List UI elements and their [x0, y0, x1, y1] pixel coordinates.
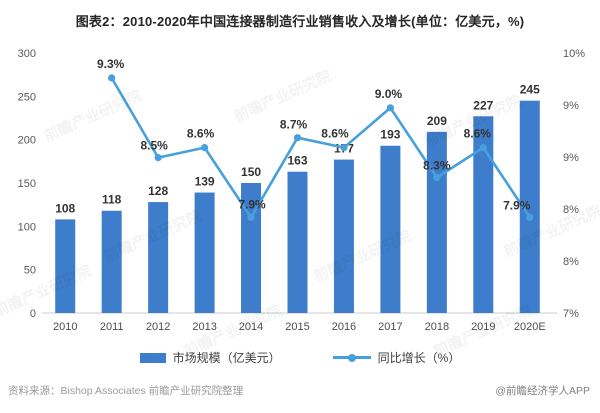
- growth-marker-2015: [293, 134, 302, 142]
- bar-2020E: [519, 100, 540, 314]
- chart-legend: 市场规模（亿美元） 同比增长（%）: [0, 349, 600, 366]
- growth-marker-2016: [340, 144, 348, 152]
- growth-value-label: 9.0%: [375, 87, 403, 101]
- right-axis-tick: 9%: [563, 152, 579, 164]
- bar-value-label: 108: [55, 201, 75, 215]
- bar-value-label: 118: [102, 193, 122, 207]
- chart-title: 图表2：2010-2020年中国连接器制造行业销售收入及增长(单位：亿美元，%): [75, 14, 525, 29]
- legend-item-growth: 同比增长（%）: [332, 349, 461, 366]
- bar-value-label: 150: [241, 165, 261, 179]
- growth-marker-2014: [247, 213, 255, 221]
- growth-value-label: 7.9%: [238, 197, 266, 211]
- bar-2010: [55, 219, 76, 313]
- growth-value-label: 8.6%: [321, 127, 349, 141]
- right-axis-tick: 8%: [563, 204, 579, 216]
- bar-value-label: 209: [427, 114, 447, 128]
- bar-2015: [287, 171, 308, 313]
- growth-marker-2018: [433, 173, 441, 182]
- bar-2016: [333, 159, 354, 313]
- legend-label-growth: 同比增长（%）: [377, 351, 461, 365]
- left-axis-tick: 250: [18, 91, 36, 103]
- right-axis-tick: 9%: [563, 100, 579, 112]
- growth-marker-2013: [200, 144, 209, 152]
- bar-2012: [148, 202, 169, 313]
- growth-value-label: 8.5%: [140, 139, 168, 153]
- line-series-swatch: [332, 353, 371, 362]
- bar-2013: [194, 192, 215, 313]
- legend-item-market-size: 市场规模（亿美元）: [139, 349, 281, 366]
- x-axis-label-2019: 2019: [471, 321, 495, 333]
- bar-2014: [241, 183, 262, 313]
- x-axis-label-2016: 2016: [332, 321, 356, 333]
- x-axis-label-2012: 2012: [146, 321, 170, 333]
- growth-marker-2011: [108, 74, 116, 82]
- x-axis-label-2013: 2013: [192, 321, 216, 333]
- bar-value-label: 193: [380, 128, 400, 142]
- x-axis-label-2010: 2010: [53, 321, 77, 333]
- growth-marker-2020E: [526, 213, 534, 221]
- growth-marker-2019: [479, 144, 487, 152]
- source-note: 资料来源：Bishop Associates 前瞻产业研究院整理: [8, 385, 244, 397]
- credit-note: @前瞻经济学人APP: [495, 385, 590, 397]
- left-axis-tick: 0: [30, 308, 36, 320]
- bar-value-label: 139: [195, 175, 215, 189]
- x-axis-label-2018: 2018: [425, 321, 449, 333]
- growth-value-label: 8.6%: [464, 127, 492, 141]
- growth-value-label: 8.7%: [280, 118, 308, 132]
- right-axis-tick: 7%: [563, 308, 579, 320]
- growth-line: [110, 77, 531, 219]
- growth-marker-2017: [386, 104, 395, 112]
- x-axis-label-2017: 2017: [378, 321, 402, 333]
- left-axis-tick: 150: [18, 178, 36, 190]
- legend-label-market-size: 市场规模（亿美元）: [172, 351, 281, 365]
- left-axis-tick: 100: [18, 221, 36, 233]
- growth-marker-2012: [154, 153, 162, 162]
- bar-value-label: 128: [148, 184, 168, 198]
- line-marker-icon: [347, 353, 356, 362]
- bar-2011: [101, 210, 122, 313]
- growth-value-label: 9.3%: [97, 57, 125, 71]
- bar-value-label: 163: [287, 154, 307, 168]
- chart-footer: 资料来源：Bishop Associates 前瞻产业研究院整理 @前瞻经济学人…: [0, 383, 600, 398]
- x-axis-label-2015: 2015: [285, 321, 309, 333]
- growth-value-label: 8.3%: [423, 159, 451, 173]
- growth-value-label: 7.9%: [503, 198, 531, 212]
- x-axis-label-2014: 2014: [239, 321, 263, 333]
- bar-value-label: 245: [520, 83, 540, 97]
- right-axis-tick: 10%: [563, 48, 585, 60]
- bar-series-swatch: [139, 352, 166, 363]
- x-axis-label-2011: 2011: [100, 321, 124, 333]
- x-axis-label-2020E: 2020E: [514, 321, 546, 333]
- bar-2019: [473, 116, 494, 314]
- bar-2018: [426, 131, 447, 313]
- left-axis-tick: 300: [18, 48, 36, 60]
- left-axis-tick: 50: [24, 265, 36, 277]
- bar-value-label: 227: [473, 98, 493, 112]
- growth-value-label: 8.6%: [187, 127, 215, 141]
- left-axis-tick: 200: [18, 135, 36, 147]
- right-axis-tick: 8%: [563, 256, 579, 268]
- bar-2017: [380, 145, 401, 313]
